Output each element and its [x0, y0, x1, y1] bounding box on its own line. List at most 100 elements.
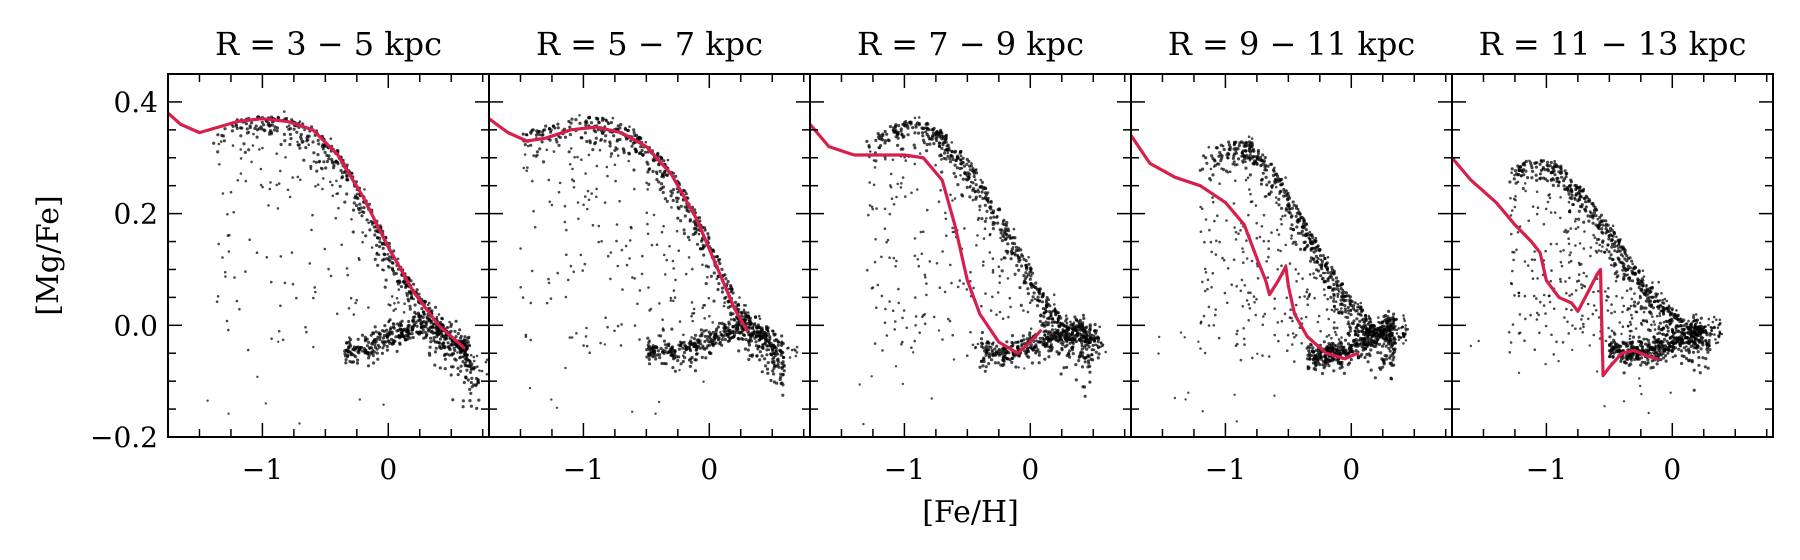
star-point — [1323, 293, 1326, 297]
star-point — [1008, 234, 1012, 238]
star-point — [1025, 354, 1029, 358]
star-point — [1037, 361, 1041, 365]
star-point — [609, 155, 613, 158]
star-point — [944, 134, 948, 138]
star-point — [1283, 214, 1287, 217]
star-point — [279, 304, 282, 308]
star-point — [1360, 318, 1364, 322]
star-point — [1010, 356, 1014, 360]
star-point — [736, 302, 741, 306]
star-point — [655, 346, 659, 350]
star-point — [913, 131, 917, 135]
star-point — [973, 190, 977, 194]
star-point — [382, 403, 385, 406]
star-point — [219, 140, 223, 143]
star-point — [1333, 330, 1337, 334]
star-point — [439, 346, 443, 350]
star-point — [226, 234, 230, 237]
star-point — [768, 342, 771, 345]
star-point — [719, 331, 722, 334]
star-point — [299, 178, 302, 182]
star-point — [1270, 231, 1273, 234]
star-point — [991, 271, 995, 274]
star-point — [887, 139, 891, 143]
star-point — [405, 293, 409, 297]
star-point — [1032, 345, 1036, 349]
star-point — [1391, 352, 1395, 356]
star-point — [706, 335, 710, 339]
star-point — [974, 183, 978, 187]
star-point — [227, 412, 230, 415]
star-point — [1210, 286, 1213, 289]
star-point — [990, 199, 993, 203]
star-point — [435, 315, 439, 319]
star-point — [1080, 347, 1084, 351]
star-point — [212, 141, 216, 145]
star-point — [867, 144, 871, 148]
star-point — [311, 213, 314, 217]
star-point — [730, 331, 735, 335]
star-point — [620, 323, 623, 326]
star-point — [728, 336, 732, 340]
star-point — [1391, 315, 1395, 319]
star-point — [1290, 206, 1294, 210]
star-point — [470, 376, 474, 380]
star-point — [1305, 357, 1310, 361]
star-point — [376, 335, 380, 339]
star-point — [1001, 233, 1005, 237]
star-point — [235, 126, 239, 130]
x-tick-label: 0 — [1021, 453, 1039, 486]
star-point — [627, 152, 632, 156]
star-point — [1057, 311, 1060, 314]
star-point — [992, 211, 995, 215]
star-point — [689, 339, 693, 343]
star-point — [1207, 145, 1211, 149]
panel-title: R = 11 − 13 kpc — [1479, 25, 1747, 63]
star-point — [1296, 220, 1300, 224]
star-point — [885, 240, 888, 244]
star-point — [628, 257, 631, 260]
star-point — [911, 126, 915, 130]
star-point — [771, 369, 775, 373]
star-point — [1028, 301, 1032, 305]
star-point — [982, 356, 986, 360]
star-point — [1382, 342, 1386, 346]
star-point — [1316, 356, 1320, 360]
star-point — [1234, 151, 1238, 155]
star-point — [1267, 255, 1270, 259]
star-point — [1055, 350, 1059, 354]
star-point — [433, 363, 437, 367]
star-point — [464, 376, 468, 380]
star-point — [998, 351, 1002, 356]
star-point — [662, 224, 665, 228]
star-point — [569, 264, 573, 268]
star-point — [1306, 367, 1310, 371]
star-point — [1312, 357, 1316, 361]
star-point — [731, 325, 735, 329]
star-point — [309, 167, 313, 170]
star-point — [990, 352, 994, 356]
star-point — [1029, 269, 1033, 273]
star-point — [968, 164, 972, 168]
star-point — [420, 307, 424, 311]
star-point — [1304, 228, 1308, 232]
star-point — [1367, 314, 1371, 318]
star-point — [1267, 239, 1270, 243]
star-point — [1053, 303, 1056, 306]
star-point — [676, 191, 679, 194]
star-point — [891, 126, 895, 129]
star-point — [711, 330, 715, 334]
star-point — [758, 331, 762, 335]
star-point — [925, 282, 928, 285]
star-point — [790, 348, 794, 352]
star-point — [663, 170, 667, 174]
star-point — [1199, 205, 1202, 209]
x-tick-label: 0 — [1342, 453, 1360, 486]
star-point — [1298, 295, 1302, 299]
star-point — [706, 276, 709, 279]
star-point — [904, 119, 907, 123]
star-point — [996, 214, 999, 218]
star-point — [941, 338, 944, 341]
star-point — [1252, 295, 1256, 298]
star-point — [1294, 240, 1297, 244]
